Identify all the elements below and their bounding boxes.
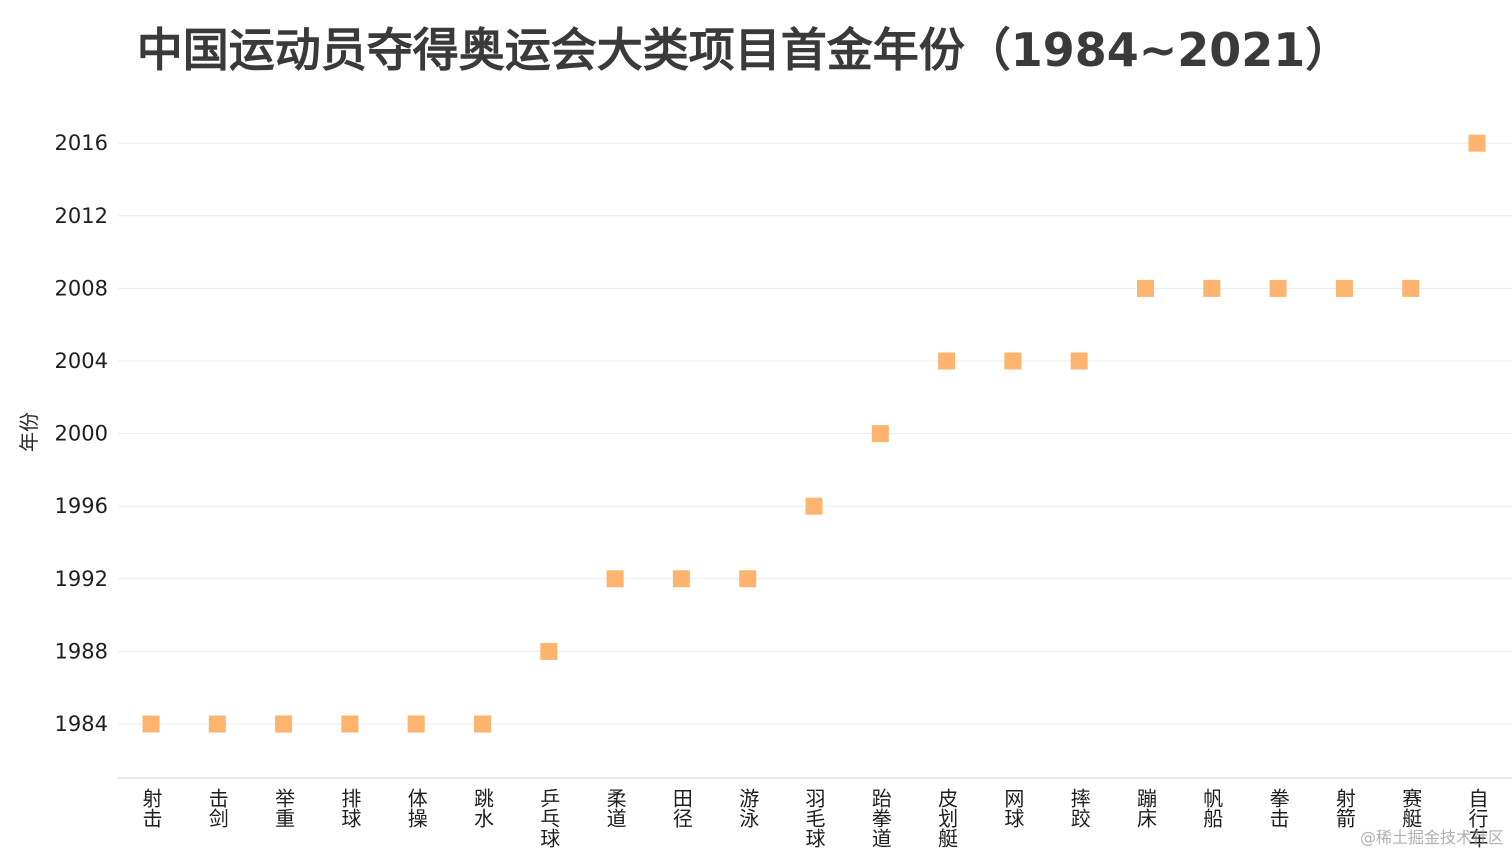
data-point: [1070, 352, 1088, 370]
y-tick-label: 1984: [55, 712, 108, 736]
y-tick-label: 2016: [55, 131, 108, 155]
x-tick-label: 射箭: [1332, 788, 1356, 828]
data-point: [540, 642, 558, 660]
chart-title: 中国运动员夺得奥运会大类项目首金年份（1984~2021）: [136, 23, 1352, 77]
x-tick-label: 乒乓球: [537, 788, 561, 848]
x-tick-label: 羽毛球: [802, 788, 826, 848]
data-point: [474, 715, 491, 733]
data-point: [606, 570, 624, 588]
x-tick-label: 田径: [669, 788, 693, 828]
x-tick-label: 柔道: [603, 788, 627, 828]
x-tick-label: 跳水: [471, 788, 495, 828]
data-point: [805, 497, 823, 515]
x-tick-label: 赛艇: [1399, 788, 1423, 828]
grid-lines: [118, 142, 1512, 725]
data-point: [1137, 279, 1154, 297]
x-tick-label: 击剑: [205, 788, 229, 828]
data-point: [341, 715, 359, 733]
x-tick-label: 自行车: [1465, 788, 1489, 848]
x-tick-label: 游泳: [736, 788, 760, 828]
x-tick-label: 跆拳道: [868, 788, 892, 848]
data-point: [739, 570, 757, 588]
x-tick-label: 举重: [272, 788, 296, 828]
y-axis-label: 年份: [17, 412, 41, 452]
x-tick-label: 帆船: [1200, 788, 1224, 828]
data-point: [1203, 279, 1221, 297]
data-point: [1468, 134, 1486, 152]
data-point: [1335, 279, 1353, 297]
x-tick-label: 拳击: [1266, 788, 1290, 828]
x-tick-label: 射击: [139, 788, 163, 828]
y-tick-label: 1988: [55, 639, 108, 663]
x-tick-label: 蹦床: [1134, 788, 1158, 828]
x-tick-label: 体操: [404, 788, 428, 828]
data-point: [1402, 279, 1420, 297]
data-point: [672, 570, 690, 588]
data-point: [142, 715, 160, 733]
y-tick-label: 1996: [55, 494, 108, 518]
y-tick-labels: 1984 1988 1992 1996 2000 2004 2008 2012 2016: [55, 131, 108, 736]
data-point: [407, 715, 425, 733]
watermark: @稀土掘金技术社区: [1359, 828, 1504, 847]
data-points: [142, 134, 1486, 733]
y-tick-label: 2004: [55, 349, 108, 373]
x-tick-labels: 射击 击剑 举重 排球 体操 跳水 乒乓球 柔道 田径 游泳 羽毛球 跆拳道 皮划艇 网球 摔跤 蹦床 帆船 拳击…: [139, 788, 1489, 848]
data-point: [275, 715, 293, 733]
y-tick-label: 1992: [55, 567, 108, 591]
data-point: [1269, 279, 1287, 297]
x-tick-label: 皮划艇: [935, 788, 959, 848]
y-tick-label: 2008: [55, 276, 108, 300]
x-tick-label: 网球: [1001, 788, 1025, 828]
y-tick-label: 2012: [55, 204, 108, 228]
data-point: [208, 715, 226, 733]
data-point: [938, 352, 956, 370]
data-point: [1004, 352, 1022, 370]
y-tick-label: 2000: [55, 422, 108, 446]
x-tick-label: 排球: [338, 788, 362, 828]
data-point: [871, 425, 889, 443]
x-tick-label: 摔跤: [1067, 788, 1091, 828]
